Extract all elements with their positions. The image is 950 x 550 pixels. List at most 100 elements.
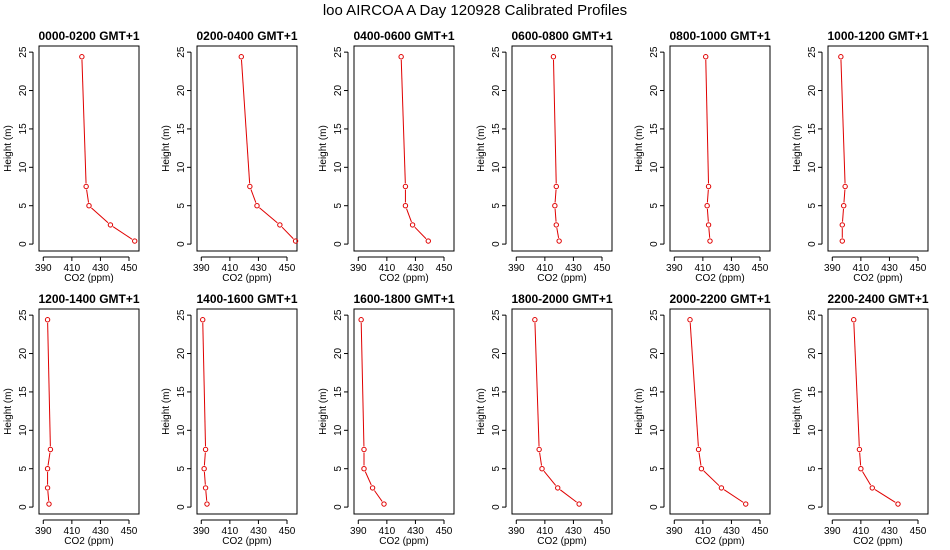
data-point (425, 238, 431, 244)
panel-title: 1200-1400 GMT+1 (38, 292, 139, 306)
y-tick-label: 15 (807, 123, 818, 135)
x-tick-label: 390 (350, 263, 367, 274)
profile-segment (281, 226, 294, 240)
data-point (44, 466, 51, 472)
data-point (247, 183, 253, 190)
page-title: loo AIRCOA A Day 120928 Calibrated Profi… (322, 2, 628, 19)
x-tick-label: 410 (379, 526, 396, 537)
x-tick-label: 450 (279, 526, 296, 537)
y-tick-label: 15 (807, 386, 818, 398)
y-axis-label: Height (m) (161, 125, 172, 172)
y-axis-label: Height (m) (3, 125, 14, 172)
y-tick-label: 15 (333, 386, 344, 398)
y-axis-label: Height (m) (161, 388, 172, 435)
x-axis-label: CO2 (ppm) (64, 273, 113, 284)
x-tick-label: 390 (350, 526, 367, 537)
profile-segment (86, 189, 90, 203)
y-axis-label: Height (m) (318, 125, 329, 172)
data-point (46, 501, 52, 507)
y-tick-label: 10 (333, 161, 344, 173)
profile-segment (689, 322, 699, 447)
data-point (555, 485, 561, 491)
y-tick-label: 0 (649, 241, 660, 247)
data-point (553, 183, 559, 190)
x-tick-label: 430 (250, 263, 267, 274)
data-point (44, 317, 51, 323)
data-point (238, 54, 244, 60)
data-point (107, 222, 114, 228)
y-tick-label: 10 (176, 424, 187, 436)
data-point (402, 183, 409, 190)
panel-title: 1600-1800 GMT+1 (353, 292, 454, 306)
x-axis-label: CO2 (ppm) (222, 536, 271, 547)
y-tick-label: 5 (807, 465, 818, 471)
data-point (86, 203, 92, 209)
y-tick-label: 25 (807, 46, 818, 58)
x-axis-label: CO2 (ppm) (695, 273, 744, 284)
data-point (44, 485, 51, 491)
data-point (705, 183, 712, 190)
x-tick-label: 410 (695, 263, 712, 274)
plot-frame (196, 308, 298, 515)
profile-segment (47, 491, 50, 501)
panel-4: 0600-0800 GMT+1 390 410 430 450 CO2 (ppm) 0 5 10… (476, 29, 613, 284)
data-point (576, 501, 582, 507)
x-tick-label: 430 (250, 526, 267, 537)
y-tick-label: 20 (649, 85, 660, 97)
y-tick-label: 10 (491, 424, 502, 436)
x-axis-label: CO2 (ppm) (537, 273, 586, 284)
x-tick-label: 450 (910, 526, 927, 537)
data-point (47, 446, 54, 453)
data-point (704, 203, 710, 209)
data-point (202, 446, 209, 453)
x-tick-label: 390 (193, 526, 210, 537)
y-axis-label: Height (m) (792, 125, 803, 172)
y-tick-label: 15 (176, 123, 187, 135)
x-tick-label: 410 (537, 526, 554, 537)
data-point (687, 317, 693, 323)
plot-frame (669, 45, 771, 252)
x-tick-label: 410 (64, 526, 81, 537)
panel-title: 1400-1600 GMT+1 (196, 292, 297, 306)
data-point (539, 466, 545, 472)
data-point (409, 222, 416, 228)
profile-segment (47, 452, 51, 466)
y-tick-label: 20 (491, 348, 502, 360)
panel-7: 1200-1400 GMT+1 390 410 430 450 CO2 (ppm) 0 5 10… (3, 292, 140, 547)
x-tick-label: 390 (666, 526, 683, 537)
plot-frame (827, 45, 929, 252)
profile-segment (250, 189, 257, 203)
panel-title: 0400-0600 GMT+1 (353, 29, 454, 43)
x-tick-label: 390 (35, 526, 52, 537)
y-axis-label: Height (m) (634, 125, 645, 172)
panel-5: 0800-1000 GMT+1 390 410 430 450 CO2 (ppm) 0 5 10… (634, 29, 771, 284)
y-tick-label: 25 (807, 309, 818, 321)
profile-segment (559, 489, 577, 503)
x-tick-label: 430 (407, 263, 424, 274)
data-point (858, 466, 864, 472)
panel-8: 1400-1600 GMT+1 390 410 430 450 CO2 (ppm) 0 5 10… (161, 292, 298, 547)
data-point (277, 222, 283, 228)
profile-segment (203, 452, 206, 466)
profile-segment (543, 470, 557, 486)
panel-title: 1800-2000 GMT+1 (511, 292, 612, 306)
x-tick-label: 450 (910, 263, 927, 274)
x-axis-label: CO2 (ppm) (853, 273, 902, 284)
y-tick-label: 15 (18, 386, 29, 398)
x-tick-label: 450 (121, 526, 138, 537)
x-tick-label: 430 (565, 263, 582, 274)
y-tick-label: 20 (333, 348, 344, 360)
data-point (838, 54, 844, 60)
y-tick-label: 20 (176, 85, 187, 97)
profile-segment (202, 322, 207, 447)
x-tick-label: 450 (279, 263, 296, 274)
panel-9: 1600-1800 GMT+1 390 410 430 450 CO2 (ppm) 0 5 10… (318, 292, 455, 547)
data-point (398, 54, 404, 60)
x-tick-label: 410 (537, 263, 554, 274)
y-tick-label: 5 (649, 465, 660, 471)
x-axis-label: CO2 (ppm) (695, 536, 744, 547)
y-tick-label: 25 (18, 309, 29, 321)
data-point (856, 446, 863, 453)
y-tick-label: 20 (176, 348, 187, 360)
y-tick-label: 10 (333, 424, 344, 436)
